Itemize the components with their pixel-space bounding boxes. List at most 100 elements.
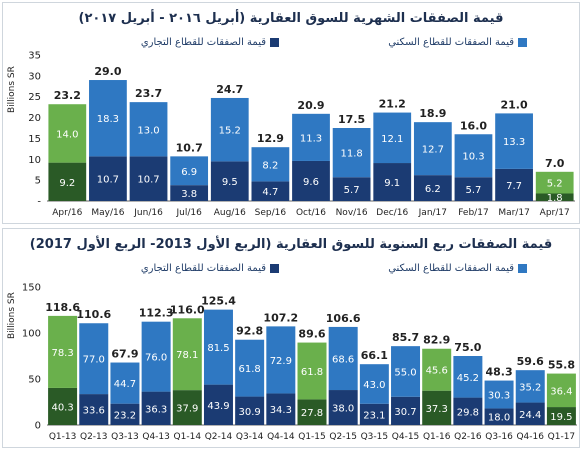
- bar-commercial: [495, 168, 533, 201]
- bar-commercial: [515, 402, 545, 425]
- data-label-total: 29.0: [94, 65, 121, 78]
- data-label-commercial: 7.7: [506, 181, 522, 192]
- monthly-chart-svg: 35 30 25 20 15 10 5 - 9.2 14.0 23.2 Apr/16 10.7 18.3 2…: [28, 51, 575, 218]
- data-label-residential: 14.0: [56, 129, 78, 140]
- bar-residential: [328, 326, 358, 391]
- bar-commercial: [89, 156, 127, 201]
- data-label-total: 17.5: [338, 113, 365, 126]
- bar-residential: [172, 318, 202, 391]
- data-label-residential: 13.0: [137, 125, 159, 136]
- data-label-commercial: 5.7: [344, 185, 360, 196]
- bar-residential: [266, 326, 296, 394]
- bar-commercial: [251, 181, 290, 201]
- bar-residential: [48, 104, 87, 163]
- data-label-total: 66.1: [361, 349, 388, 362]
- bar-commercial: [359, 403, 389, 425]
- data-label-residential: 30.3: [488, 391, 510, 402]
- data-label-total: 116.0: [170, 303, 205, 316]
- x-tick-label: Q3-15: [361, 432, 389, 442]
- data-label-commercial: 30.7: [394, 407, 416, 418]
- bar-residential: [454, 134, 493, 178]
- bar-residential: [79, 323, 109, 395]
- data-label-residential: 61.8: [301, 367, 323, 378]
- x-tick-label: Q4-14: [267, 432, 295, 442]
- data-label-commercial: 37.3: [426, 404, 448, 415]
- data-label-commercial: 10.7: [97, 175, 119, 186]
- bar-residential: [391, 346, 421, 397]
- legend-commercial-q-swatch: [270, 263, 279, 273]
- data-label-total: 107.2: [263, 311, 298, 324]
- legend-commercial-label: قيمة الصفقات للقطاع التجاري: [140, 37, 266, 48]
- data-label-residential: 77.0: [83, 355, 105, 366]
- bar-residential: [453, 356, 483, 398]
- data-label-total: 82.9: [423, 334, 450, 347]
- data-label-residential: 43.0: [363, 380, 385, 391]
- data-label-residential: 78.1: [176, 350, 198, 361]
- data-label-commercial: 33.6: [83, 406, 105, 417]
- data-label-residential: 5.2: [547, 179, 563, 190]
- bar-residential: [292, 113, 330, 161]
- legend-residential-q: قيمة الصفقات للقطاع السكني: [388, 263, 527, 274]
- bar-commercial: [172, 390, 202, 425]
- x-tick-label: Q1-16: [423, 432, 451, 442]
- data-label-commercial: 29.8: [457, 407, 479, 418]
- bar-residential: [422, 348, 452, 391]
- quarterly-chart-svg: 150 100 50 0 40.3 78.3 118.6 Q1-13 33.6 77.0 110.6…: [22, 283, 577, 442]
- data-label-commercial: 36.3: [145, 404, 167, 415]
- bar-residential: [235, 339, 265, 397]
- data-label-total: 10.7: [176, 141, 203, 154]
- quarterly-chart-panel: قيمة الصفقات ربع السنوية للسوق العقارية …: [2, 228, 580, 448]
- data-label-residential: 55.0: [394, 367, 416, 378]
- bar-commercial: [422, 390, 452, 425]
- bar-commercial: [235, 396, 265, 425]
- bar-commercial: [297, 399, 327, 425]
- y-tick-label: -: [37, 197, 41, 208]
- data-label-total: 23.2: [54, 89, 81, 102]
- legend-commercial-q-label: قيمة الصفقات للقطاع التجاري: [140, 263, 266, 274]
- bar-commercial: [203, 384, 233, 425]
- data-label-residential: 10.3: [462, 152, 484, 163]
- data-label-residential: 11.8: [340, 149, 362, 160]
- x-tick-label: Q1-13: [49, 432, 77, 442]
- data-label-commercial: 38.0: [332, 404, 354, 415]
- data-label-residential: 81.5: [207, 343, 229, 354]
- bar-residential: [495, 113, 533, 169]
- bar-commercial: [110, 403, 140, 425]
- data-label-residential: 11.3: [300, 133, 322, 144]
- data-label-residential: 45.2: [457, 373, 479, 384]
- x-tick-label: Q2-16: [454, 432, 482, 442]
- y-tick-label: 30: [28, 71, 41, 82]
- y-tick-label: 100: [22, 329, 41, 340]
- x-tick-label: Oct/16: [296, 208, 326, 218]
- data-label-commercial: 6.2: [425, 184, 441, 195]
- x-tick-label: Q3-16: [485, 432, 513, 442]
- bar-commercial: [546, 407, 576, 425]
- y-tick-label: 50: [28, 375, 41, 386]
- data-label-total: 67.9: [111, 348, 138, 361]
- legend-residential-q-label: قيمة الصفقات للقطاع السكني: [388, 263, 514, 274]
- x-tick-label: Jan/17: [418, 208, 447, 218]
- data-label-commercial: 9.2: [59, 178, 75, 189]
- bar-commercial: [210, 161, 249, 201]
- x-tick-label: Q2-14: [205, 432, 233, 442]
- bar-commercial: [535, 193, 574, 201]
- x-tick-label: May/16: [91, 208, 124, 218]
- x-tick-label: Q1-14: [174, 432, 202, 442]
- data-label-commercial: 24.4: [519, 410, 541, 421]
- bar-commercial: [292, 160, 330, 201]
- data-label-residential: 8.2: [262, 160, 278, 171]
- data-label-residential: 68.6: [332, 354, 354, 365]
- data-label-residential: 72.9: [270, 356, 292, 367]
- x-tick-label: Q2-13: [80, 432, 108, 442]
- data-label-total: 23.7: [135, 87, 162, 100]
- data-label-commercial: 5.7: [466, 185, 482, 196]
- legend-commercial-q: قيمة الصفقات للقطاع التجاري: [141, 263, 279, 274]
- data-label-commercial: 18.0: [488, 413, 510, 424]
- y-tick-label: 5: [35, 176, 41, 187]
- legend-residential-swatch: [518, 37, 527, 47]
- bar-commercial: [373, 163, 412, 201]
- bar-residential: [110, 362, 140, 404]
- data-label-total: 21.2: [379, 98, 406, 111]
- bar-commercial: [170, 185, 209, 201]
- x-tick-label: Sep/16: [255, 208, 287, 218]
